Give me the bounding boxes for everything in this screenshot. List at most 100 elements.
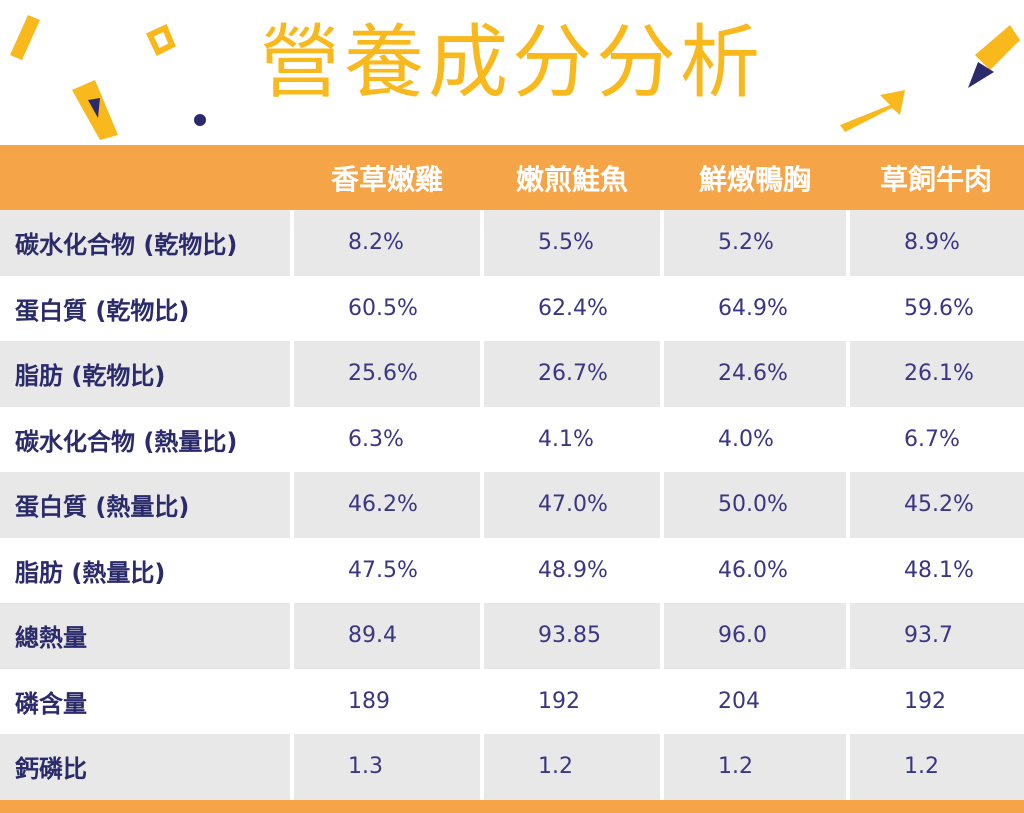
- cell-value: 45.2%: [904, 492, 974, 518]
- column-header: 嫩煎鮭魚: [515, 162, 628, 196]
- cell-value: 8.9%: [904, 230, 960, 256]
- row-bg: [664, 341, 846, 407]
- cell-value: 62.4%: [538, 295, 608, 321]
- cell-value: 24.6%: [718, 361, 788, 387]
- deco-dot: [194, 114, 206, 126]
- row-bg: [664, 275, 846, 341]
- row-bg: [0, 537, 290, 603]
- row-bg: [664, 734, 846, 800]
- column-header: 鮮燉鴨胸: [698, 162, 811, 196]
- row-bg: [0, 210, 290, 276]
- decorations: [10, 15, 1020, 140]
- cell-value: 59.6%: [904, 295, 974, 321]
- row-bg: [664, 210, 846, 276]
- deco-shape: [88, 98, 100, 118]
- cell-value: 26.7%: [538, 361, 608, 387]
- row-bg: [484, 341, 660, 407]
- row-bg: [850, 406, 1024, 472]
- cell-value: 4.0%: [718, 426, 774, 452]
- cell-value: 64.9%: [718, 295, 788, 321]
- cell-value: 60.5%: [348, 295, 418, 321]
- row-bg: [850, 472, 1024, 538]
- cell-value: 46.0%: [718, 557, 788, 583]
- row-bg: [0, 603, 290, 669]
- cell-value: 48.1%: [904, 557, 974, 583]
- row-label: 磷含量: [15, 689, 87, 718]
- cell-value: 1.2: [904, 754, 939, 780]
- row-bg: [294, 668, 480, 734]
- cell-value: 204: [718, 688, 760, 714]
- row-label: 脂肪 (乾物比): [15, 362, 166, 391]
- deco-shape: [968, 62, 994, 88]
- row-bg: [0, 406, 290, 472]
- row-label: 蛋白質 (乾物比): [15, 296, 190, 325]
- row-bg: [664, 537, 846, 603]
- deco-shape: [146, 23, 176, 57]
- cell-value: 1.3: [348, 754, 383, 780]
- row-label: 鈣磷比: [15, 755, 87, 784]
- row-label: 脂肪 (熱量比): [15, 558, 166, 587]
- row-bg: [850, 537, 1024, 603]
- row-bg: [850, 341, 1024, 407]
- cell-value: 96.0: [718, 623, 767, 649]
- cell-value: 47.0%: [538, 492, 608, 518]
- row-bg: [484, 603, 660, 669]
- cell-value: 1.2: [538, 754, 573, 780]
- row-bg: [850, 668, 1024, 734]
- row-bg: [294, 537, 480, 603]
- cell-value: 192: [904, 688, 946, 714]
- row-bg: [664, 668, 846, 734]
- cell-value: 5.2%: [718, 230, 774, 256]
- row-bg: [850, 603, 1024, 669]
- row-bg: [0, 275, 290, 341]
- row-bg: [294, 472, 480, 538]
- row-label: 蛋白質 (熱量比): [15, 493, 190, 522]
- cell-value: 5.5%: [538, 230, 594, 256]
- cell-value: 6.3%: [348, 426, 404, 452]
- row-bg: [850, 275, 1024, 341]
- footer-bar: [0, 799, 1024, 813]
- row-bg: [484, 734, 660, 800]
- row-bg: [0, 472, 290, 538]
- row-bg: [484, 668, 660, 734]
- cell-value: 6.7%: [904, 426, 960, 452]
- row-bg: [484, 472, 660, 538]
- cell-value: 47.5%: [348, 557, 418, 583]
- row-bg: [484, 210, 660, 276]
- row-bg: [294, 603, 480, 669]
- row-bg: [294, 734, 480, 800]
- deco-shape: [10, 15, 40, 60]
- cell-value: 26.1%: [904, 361, 974, 387]
- column-header: 香草嫩雞: [330, 162, 443, 196]
- cell-value: 4.1%: [538, 426, 594, 452]
- row-bg: [664, 603, 846, 669]
- row-bg: [0, 341, 290, 407]
- cell-value: 8.2%: [348, 230, 404, 256]
- row-bg: [294, 341, 480, 407]
- cell-value: 50.0%: [718, 492, 788, 518]
- row-label: 碳水化合物 (乾物比): [15, 231, 238, 260]
- cell-value: 46.2%: [348, 492, 418, 518]
- cell-value: 192: [538, 688, 580, 714]
- row-bg: [664, 406, 846, 472]
- row-bg: [484, 406, 660, 472]
- row-label: 總熱量: [15, 624, 87, 653]
- row-bg: [0, 668, 290, 734]
- row-bg: [294, 275, 480, 341]
- title: 營養成分分析: [260, 16, 764, 109]
- cell-value: 25.6%: [348, 361, 418, 387]
- deco-shape: [840, 90, 905, 132]
- column-header: 草飼牛肉: [879, 162, 992, 196]
- row-bg: [484, 537, 660, 603]
- row-label: 碳水化合物 (熱量比): [15, 427, 238, 456]
- cell-value: 93.85: [538, 623, 601, 649]
- header-bar: [0, 145, 1024, 210]
- row-bg: [850, 210, 1024, 276]
- cell-value: 89.4: [348, 623, 397, 649]
- row-bg: [294, 210, 480, 276]
- row-bg: [0, 734, 290, 800]
- row-bg: [850, 734, 1024, 800]
- row-bg: [294, 406, 480, 472]
- row-bg: [484, 275, 660, 341]
